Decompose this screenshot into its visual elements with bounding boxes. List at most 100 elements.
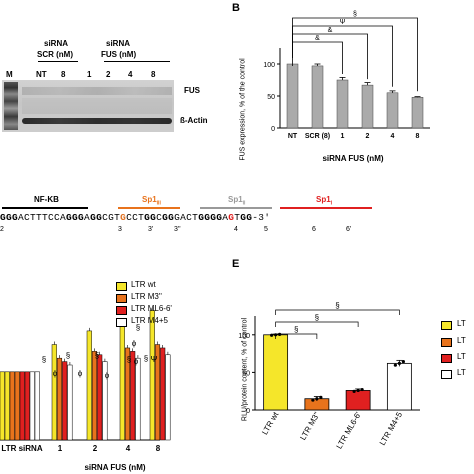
legend-swatch-ltr-ml6 [116, 306, 127, 315]
sequence-segment: GACT [174, 212, 199, 223]
sequence-segment: G [120, 212, 127, 223]
e-significance-symbol: § [294, 325, 298, 334]
d-significance-mark: ϕ [134, 357, 139, 366]
e-x-tick-label: LTR ML6-6' [335, 410, 364, 450]
position-label: 5 [264, 226, 268, 233]
e-data-point [393, 363, 397, 367]
e-bar [345, 390, 371, 411]
b-x-tick-label: 1 [341, 133, 345, 140]
sequence-segment: -3' [252, 212, 271, 223]
e-bar [386, 362, 412, 411]
d-significance-mark: Ψ [151, 355, 158, 364]
panel-b-letter: B [232, 2, 240, 14]
sequence-segment: GG [240, 212, 253, 223]
blot-lane-label: NT [36, 70, 47, 79]
b-x-tick-label: 2 [366, 133, 370, 140]
promoter-sequence: GGGACTTTCCAGGGAGGCGTGCCTGGCGGGACTGGGGAGT… [0, 212, 270, 223]
side-legend-swatch [441, 338, 452, 347]
sequence-segment: G [228, 212, 235, 223]
e-significance-bracket [275, 309, 400, 315]
b-y-tick-label: 0 [271, 126, 275, 133]
e-data-point [315, 397, 319, 401]
b-significance-symbol: § [353, 11, 357, 18]
side-legend-label: LT [457, 336, 466, 345]
side-legend-label: LT [457, 368, 466, 377]
legend-swatch-ltr-m45 [116, 318, 127, 327]
e-y-tick-label: 50 [242, 370, 250, 377]
d-bar [19, 371, 25, 441]
legend-swatch-ltr-wt [116, 282, 127, 291]
sequence-segment: ACTTTCCA [18, 212, 67, 223]
b-x-tick-label: 8 [416, 133, 420, 140]
d-bar [9, 371, 15, 441]
d-significance-mark: § [144, 354, 148, 363]
site-label-sp1-iii: Sp1III [142, 195, 161, 207]
blot-band-label-actin: ß-Actin [180, 116, 208, 125]
d-bar [14, 371, 20, 441]
blot-scr-underline [38, 61, 78, 62]
blot-band-label-fus: FUS [184, 86, 200, 95]
b-y-tick-label: 100 [263, 62, 275, 69]
d-bar [29, 371, 35, 441]
blot-lane-label: 4 [128, 70, 133, 79]
blot-marker-lane [4, 82, 18, 130]
site-bar-sp1-iii [118, 207, 180, 209]
blot-fus-underline [104, 61, 170, 62]
d-bar [24, 371, 30, 441]
position-label: 6 [312, 226, 316, 233]
blot-smear [22, 98, 172, 114]
sequence-segment: GG [144, 212, 157, 223]
blot-actin-band-row [22, 118, 172, 124]
site-label-nfkb: NF-KB [34, 195, 59, 204]
e-bar [263, 334, 289, 411]
blot-group-scr-line2: SCR (nM) [37, 50, 73, 59]
b-x-tick-label: NT [288, 133, 298, 140]
site-label-sp1-ii: Sp1II [228, 195, 246, 207]
legend-label: LTR M3'' [131, 292, 162, 301]
e-data-point [311, 398, 315, 402]
panel-e-letter: E [232, 258, 240, 270]
b-y-tick-label: 50 [267, 94, 275, 101]
legend-label: LTR ML6-6' [131, 304, 172, 313]
d-significance-mark: ϕ [53, 369, 58, 378]
panel-d-xlabel: siRNA FUS (nM) [84, 463, 146, 472]
site-label-sp1-i: Sp1I [316, 195, 333, 207]
sequence-segment: GGGG [198, 212, 223, 223]
e-significance-bracket [275, 321, 359, 327]
legend-label: LTR wt [131, 280, 156, 289]
d-significance-mark: § [136, 323, 140, 332]
e-y-tick-label: 0 [246, 408, 250, 415]
d-bar [0, 371, 5, 441]
sequence-segment: T [234, 212, 241, 223]
site-bar-sp1-ii [200, 207, 272, 209]
e-significance-symbol: § [315, 313, 319, 322]
blot-group-fus-line1: siRNA [106, 39, 131, 48]
blot-lane-label: 8 [61, 70, 66, 79]
e-data-point [397, 361, 401, 365]
blot-fus-band-row [22, 87, 172, 95]
e-x-tick-label: LTR wt [260, 410, 281, 437]
sequence-segment: C [156, 212, 163, 223]
e-data-point [401, 359, 405, 364]
b-significance-symbol: Ψ [340, 19, 346, 26]
e-y-tick-label: 100 [238, 333, 250, 340]
e-data-point [352, 389, 356, 393]
e-significance-symbol: § [335, 301, 339, 310]
e-x-tick-label: LTR M3'' [298, 410, 321, 442]
sequence-segment: GG [90, 212, 103, 223]
sequence-segment: A [222, 212, 229, 223]
side-legend-label: LT [457, 319, 466, 328]
position-label: 3'' [174, 226, 181, 233]
d-significance-mark: § [42, 355, 46, 364]
b-significance-symbol: & [315, 35, 320, 42]
legend-label: LTR M4+5 [131, 316, 168, 325]
d-bar [4, 371, 10, 441]
d-significance-mark: § [127, 355, 131, 364]
sequence-segment: CGT [102, 212, 121, 223]
d-significance-mark: ϕ [78, 369, 83, 378]
d-significance-mark: ϕ [105, 371, 110, 380]
b-significance-bracket [292, 41, 343, 74]
side-legend-swatch [441, 370, 452, 379]
